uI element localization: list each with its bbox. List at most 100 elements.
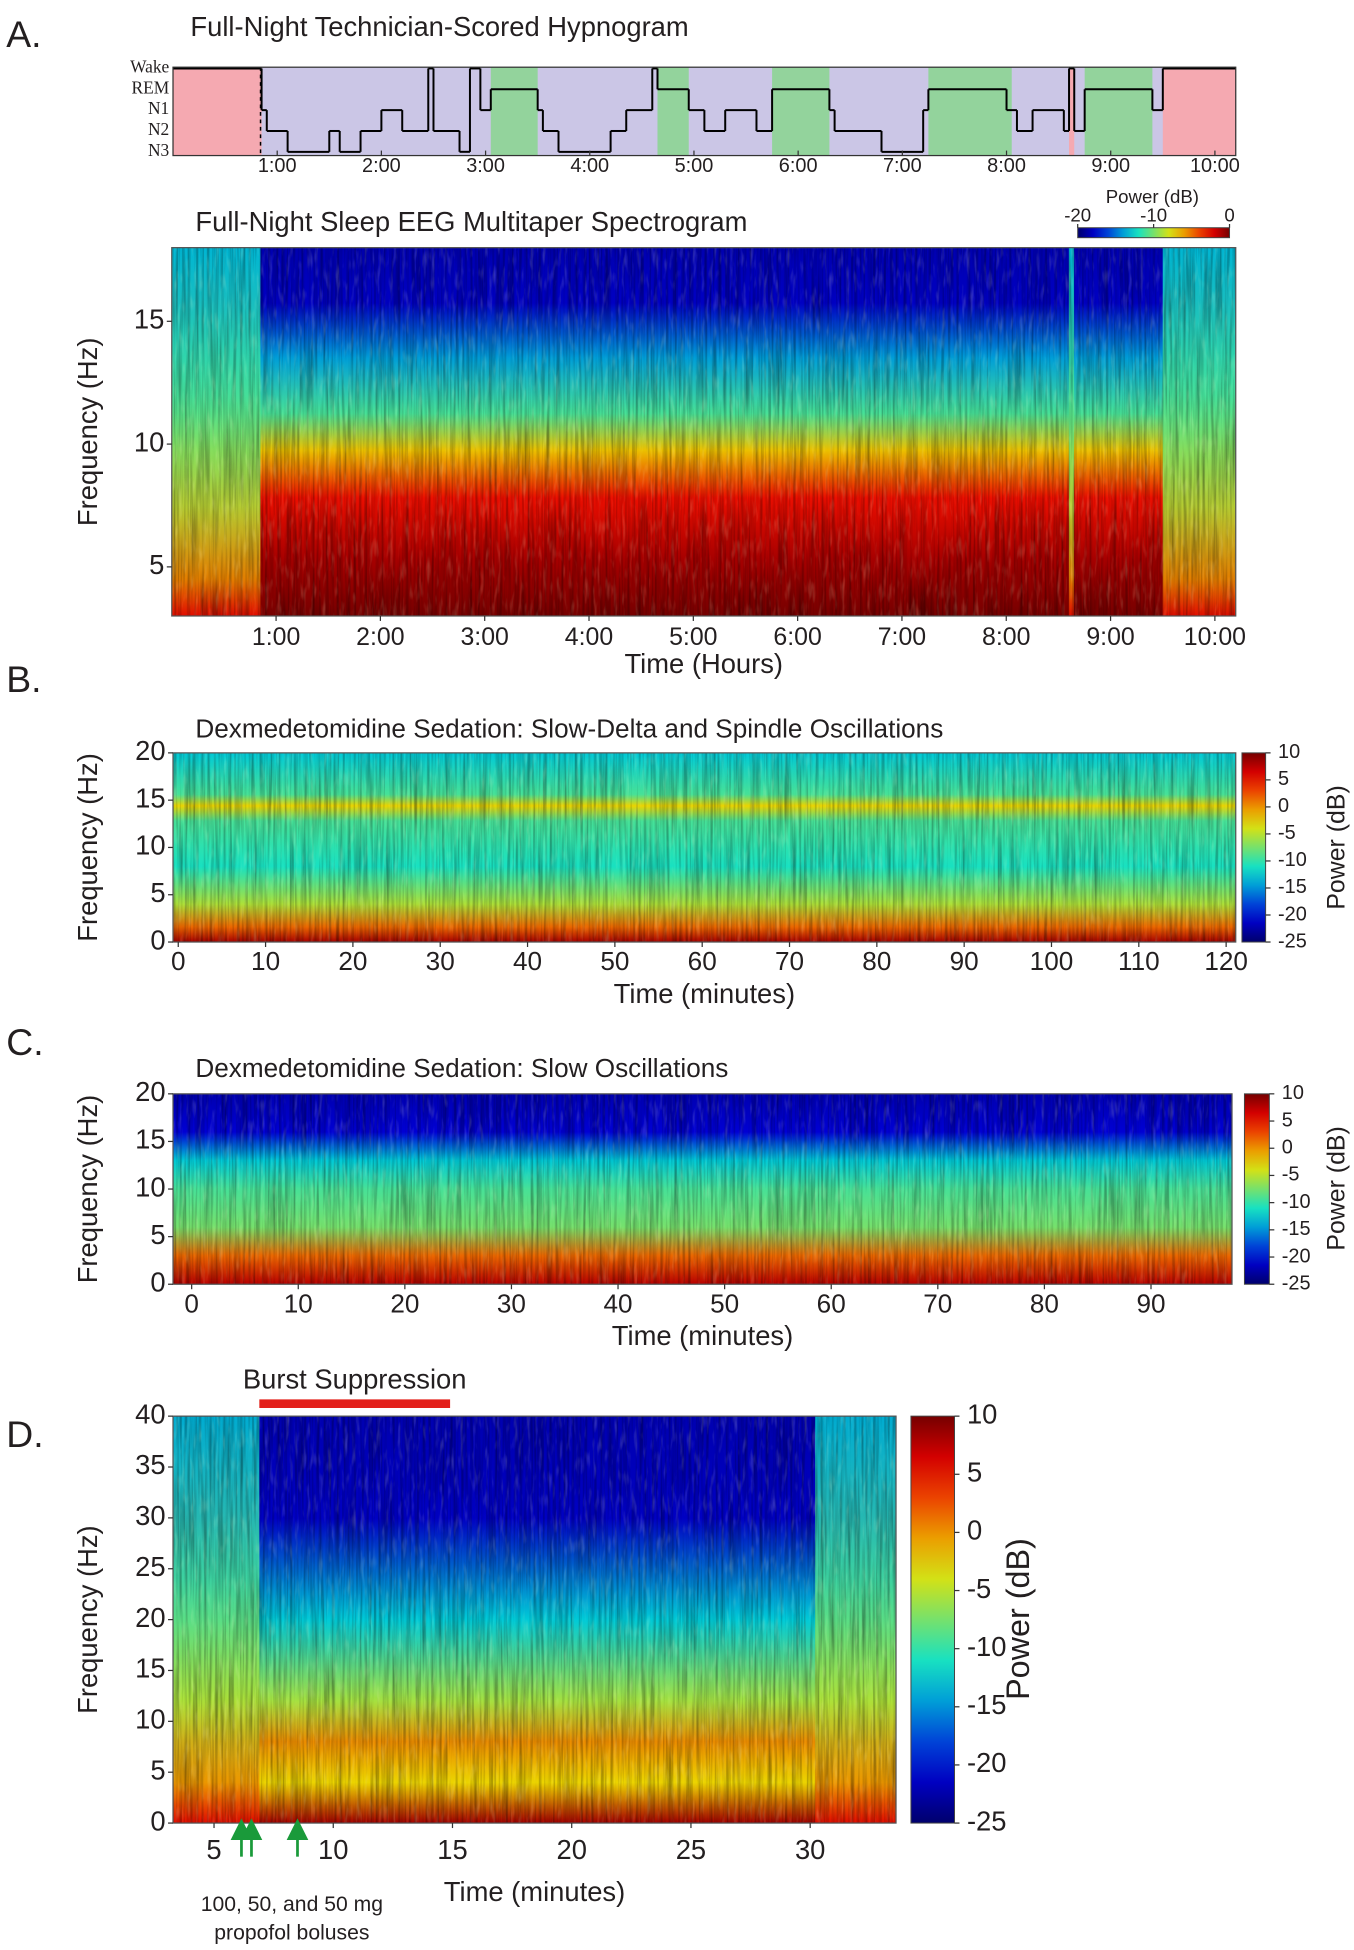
plot-frame (172, 66, 1237, 157)
x-tick-label: 50 (600, 946, 629, 976)
wake-span (173, 67, 262, 156)
x-tick-label: 50 (710, 1288, 739, 1318)
colorbar-tick-label: 5 (967, 1457, 982, 1488)
rem-span (1084, 67, 1153, 156)
colorbar-tick-label: 5 (1282, 1109, 1293, 1131)
colorbar-tick-label: 0 (967, 1515, 982, 1546)
colorbar-tick-label: -10 (1282, 1191, 1311, 1213)
y-tick-label: 10 (134, 426, 164, 457)
x-tick-label: 3:00 (460, 623, 508, 651)
y-tick-label: 5 (150, 1754, 165, 1785)
x-tick-label: 90 (1136, 1288, 1165, 1318)
chart-title: Full-Night Technician-Scored Hypnogram (190, 11, 688, 42)
y-axis-label: Frequency (Hz) (72, 1525, 103, 1714)
rem-span (928, 67, 1012, 156)
x-tick-label: 20 (390, 1288, 419, 1318)
x-tick-label: 9:00 (1086, 623, 1134, 651)
x-tick-label: 70 (923, 1288, 952, 1318)
stage-label: N1 (148, 98, 169, 118)
colorbar-tick-label: -20 (1282, 1245, 1311, 1267)
plot-frame (171, 247, 1237, 617)
panel-label: D. (6, 1413, 43, 1455)
colorbar-tick-label: -25 (967, 1805, 1007, 1836)
stage-label: N2 (148, 119, 169, 139)
y-tick-label: 10 (135, 830, 165, 861)
x-tick-label: 8:00 (987, 155, 1026, 177)
y-tick-label: 15 (134, 304, 164, 335)
x-tick-label: 20 (556, 1834, 586, 1865)
panel-label: A. (6, 13, 41, 55)
colorbar-tick-label: 10 (1282, 1082, 1304, 1104)
rem-span (490, 67, 538, 156)
x-tick-label: 10 (251, 946, 280, 976)
chart-title: Dexmedetomidine Sedation: Slow-Delta and… (195, 713, 943, 743)
colorbar-tick-label: 0 (1224, 204, 1234, 225)
x-tick-label: 120 (1204, 946, 1248, 976)
x-tick-label: 5 (206, 1834, 221, 1865)
colorbar-label: Power (dB) (1322, 1126, 1350, 1250)
colorbar (1077, 227, 1231, 239)
colorbar-tick-label: 5 (1278, 768, 1289, 790)
y-tick-label: 35 (135, 1449, 165, 1480)
colorbar-label: Power (dB) (1000, 1538, 1036, 1700)
y-axis-label: Frequency (Hz) (72, 1095, 103, 1284)
x-tick-label: 4:00 (565, 623, 613, 651)
y-tick-label: 5 (149, 549, 164, 580)
x-tick-label: 30 (795, 1834, 825, 1865)
x-tick-label: 60 (688, 946, 717, 976)
colorbar-tick-label: 10 (1278, 741, 1300, 763)
colorbar-tick-label: -10 (967, 1631, 1007, 1662)
colorbar-tick-label: -25 (1282, 1273, 1311, 1295)
wake-span (1162, 67, 1236, 156)
chart-title: Dexmedetomidine Sedation: Slow Oscillati… (195, 1053, 728, 1083)
rem-span (772, 67, 830, 156)
x-tick-label: 10:00 (1184, 623, 1246, 651)
wake-span (1069, 67, 1075, 156)
colorbar-tick-label: -5 (1282, 1164, 1300, 1186)
y-axis-label: Frequency (Hz) (72, 753, 103, 942)
colorbar (1243, 1093, 1270, 1285)
y-axis-label: Frequency (Hz) (72, 338, 103, 527)
x-tick-label: 110 (1118, 946, 1160, 976)
spectrogram-texture (173, 1416, 897, 1824)
y-tick-label: 10 (135, 1171, 165, 1202)
x-tick-label: 7:00 (883, 155, 922, 177)
colorbar-tick-label: 0 (1282, 1137, 1293, 1159)
panel-label: C. (6, 1021, 43, 1063)
x-tick-label: 5:00 (669, 623, 717, 651)
x-tick-label: 5:00 (675, 155, 714, 177)
x-tick-label: 2:00 (362, 155, 401, 177)
x-tick-label: 40 (604, 1288, 633, 1318)
x-tick-label: 80 (862, 946, 891, 976)
panel-label: B. (6, 658, 41, 700)
y-tick-label: 5 (150, 1219, 165, 1250)
x-axis-label: Time (Hours) (624, 648, 783, 679)
x-tick-label: 90 (950, 946, 979, 976)
x-tick-label: 7:00 (878, 623, 926, 651)
y-tick-label: 40 (135, 1398, 165, 1429)
y-tick-label: 10 (135, 1704, 165, 1735)
colorbar (910, 1415, 956, 1824)
y-tick-label: 0 (150, 1266, 165, 1297)
y-tick-label: 0 (150, 924, 165, 955)
y-tick-label: 15 (135, 1653, 165, 1684)
colorbar-label: Power (dB) (1322, 785, 1350, 909)
x-tick-label: 0 (184, 1288, 199, 1318)
span-label: Burst Suppression (243, 1364, 467, 1395)
y-tick-label: 20 (135, 1076, 165, 1107)
colorbar-tick-label: -20 (967, 1747, 1007, 1778)
y-tick-label: 5 (150, 877, 165, 908)
colorbar-tick-label: -25 (1278, 930, 1307, 952)
x-tick-label: 40 (513, 946, 542, 976)
y-tick-label: 20 (135, 735, 165, 766)
x-tick-label: 10:00 (1190, 155, 1240, 177)
colorbar-tick-label: 10 (967, 1398, 997, 1429)
colorbar-tick-label: -15 (1282, 1218, 1311, 1240)
rem-span (657, 67, 689, 156)
x-tick-label: 9:00 (1091, 155, 1130, 177)
x-axis-label: Time (minutes) (612, 1320, 793, 1351)
y-tick-label: 20 (135, 1602, 165, 1633)
x-tick-label: 4:00 (570, 155, 609, 177)
